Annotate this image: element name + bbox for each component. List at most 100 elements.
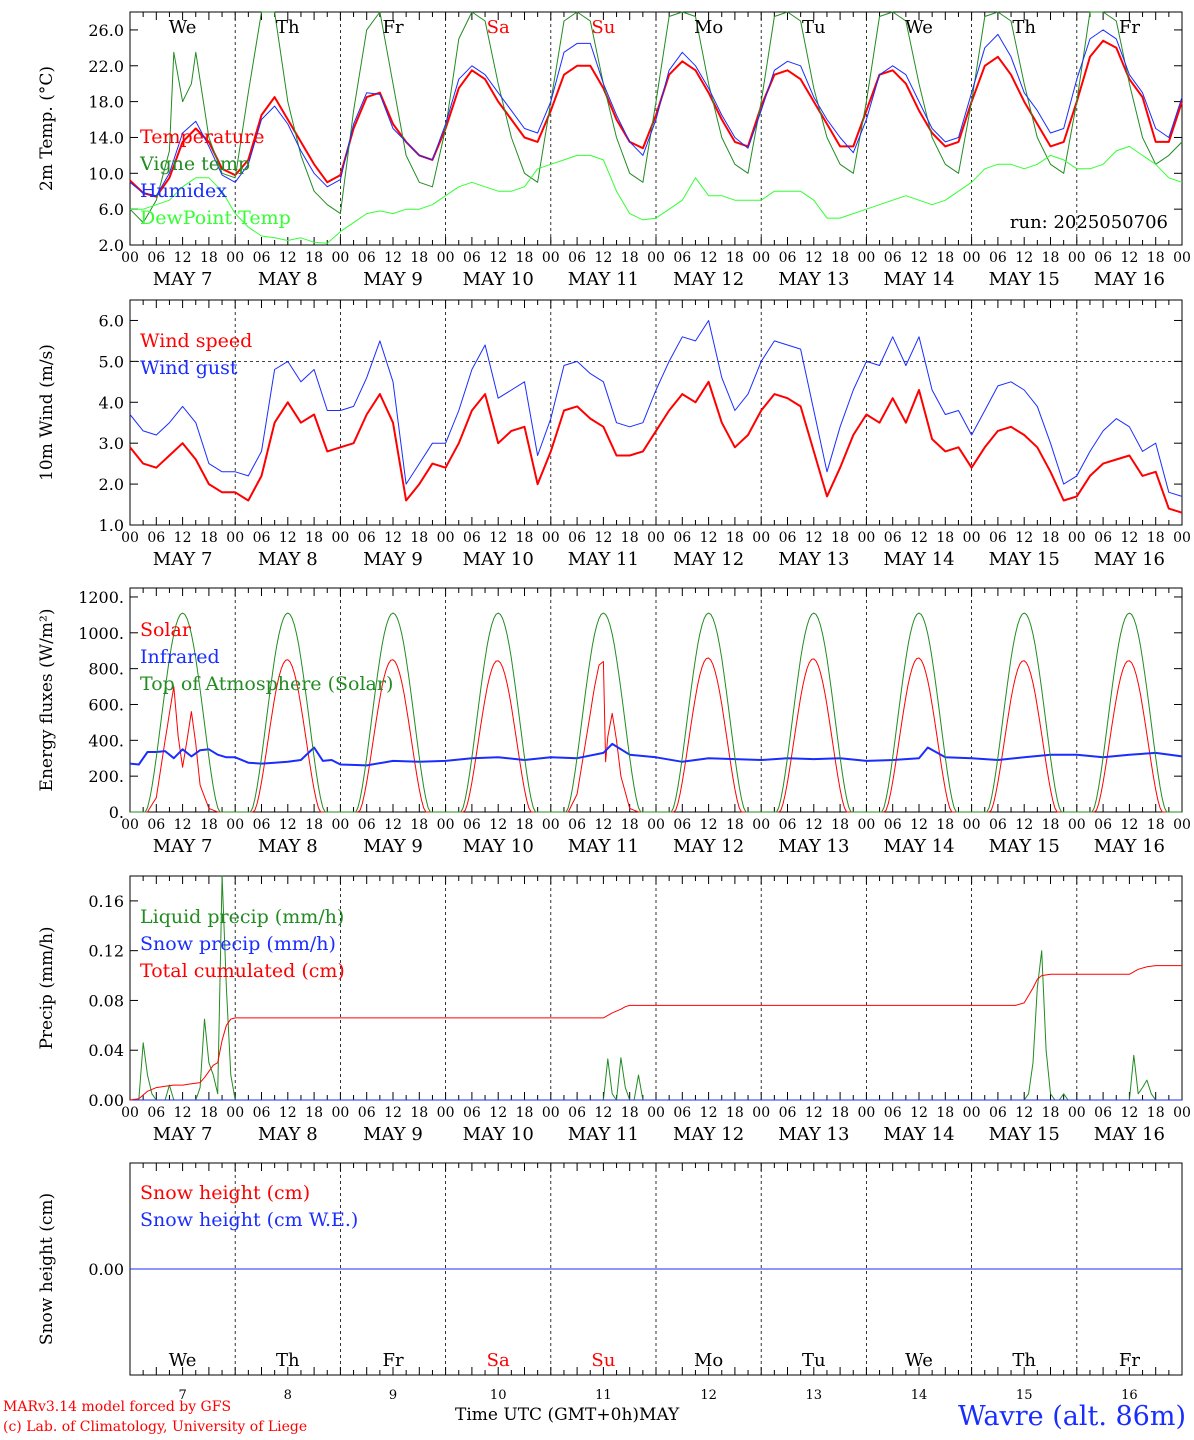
- hour-tick-label: 00: [331, 817, 349, 833]
- day-number-label: 11: [595, 1388, 612, 1403]
- panel-precip: 0.00 0.04 0.08 0.12 0.16 Precip (mm/h) Liquid …: [37, 875, 1191, 1145]
- weekday-label: Fr: [1119, 1350, 1140, 1371]
- day-label: MAY 7: [153, 269, 213, 290]
- y-tick-label: 0.: [109, 803, 124, 822]
- hour-tick-label: 12: [174, 1105, 192, 1121]
- day-number-label: 13: [806, 1388, 823, 1403]
- legend-entry: Infrared: [140, 646, 220, 668]
- day-label: MAY 8: [258, 549, 318, 570]
- hour-tick-label: 12: [1015, 1105, 1033, 1121]
- hour-tick-label: 06: [568, 1105, 586, 1121]
- hour-tick-label: 06: [147, 250, 165, 266]
- legend-entry: Wind speed: [140, 330, 252, 352]
- day-label: MAY 14: [883, 269, 954, 290]
- hour-tick-label: 18: [200, 1105, 218, 1121]
- hour-tick-label: 18: [305, 817, 323, 833]
- day-label: MAY 11: [568, 269, 639, 290]
- hour-tick-label: 06: [358, 250, 376, 266]
- day-label: MAY 9: [363, 549, 423, 570]
- hour-tick-label: 12: [174, 817, 192, 833]
- hour-tick-label: 12: [1015, 250, 1033, 266]
- hour-tick-label: 06: [463, 530, 481, 546]
- hour-tick-label: 18: [621, 1105, 639, 1121]
- hour-tick-label: 06: [989, 250, 1007, 266]
- hour-tick-label: 00: [226, 530, 244, 546]
- legend-entry: DewPoint Temp: [140, 207, 291, 229]
- y-axis-label: 2m Temp. (°C): [37, 66, 57, 191]
- weekday-label: Fr: [382, 1350, 403, 1371]
- panel-frame: [129, 587, 1183, 813]
- hour-tick-label: 18: [1042, 250, 1060, 266]
- hour-tick-label: 00: [647, 1105, 665, 1121]
- y-tick-label: 2.0: [99, 475, 124, 494]
- hour-tick-label: 06: [1094, 250, 1112, 266]
- hour-tick-label: 06: [884, 250, 902, 266]
- hour-tick-label: 18: [936, 817, 954, 833]
- panel-energy: 0. 200. 400. 600. 800. 1000. 1200. Energy fluxe…: [37, 587, 1191, 857]
- hour-tick-label: 00: [226, 250, 244, 266]
- day-label: MAY 12: [673, 549, 744, 570]
- y-axis-label: 10m Wind (m/s): [37, 344, 57, 481]
- y-tick-label: 0.04: [88, 1041, 124, 1060]
- hour-tick-label: 12: [805, 817, 823, 833]
- hour-tick-label: 12: [1120, 530, 1138, 546]
- y-tick-label: 18.0: [88, 93, 124, 112]
- day-label: MAY 9: [363, 1124, 423, 1145]
- legend-entry: Liquid precip (mm/h): [140, 906, 344, 928]
- hour-tick-label: 06: [1094, 1105, 1112, 1121]
- day-label: MAY 16: [1094, 269, 1165, 290]
- hour-tick-label: 12: [805, 530, 823, 546]
- weekday-label: We: [169, 17, 197, 38]
- hour-tick-label: 12: [384, 817, 402, 833]
- hour-tick-label: 18: [305, 1105, 323, 1121]
- legend-entry: Snow precip (mm/h): [140, 933, 336, 955]
- hour-tick-label: 12: [489, 1105, 507, 1121]
- hour-tick-label: 06: [884, 817, 902, 833]
- hour-tick-label: 06: [568, 250, 586, 266]
- day-label: MAY 16: [1094, 1124, 1165, 1145]
- day-label: MAY 13: [778, 269, 849, 290]
- hour-tick-label: 00: [121, 250, 139, 266]
- hour-tick-label: 12: [700, 530, 718, 546]
- day-label: MAY 11: [568, 1124, 639, 1145]
- hour-tick-label: 18: [1147, 530, 1165, 546]
- day-label: MAY 7: [153, 549, 213, 570]
- hour-tick-label: 18: [305, 530, 323, 546]
- run-label: run: 2025050706: [1010, 212, 1168, 233]
- y-tick-label: 0.08: [88, 991, 124, 1010]
- hour-tick-label: 12: [489, 817, 507, 833]
- series-line-top-of-atmosphere-solar-: [130, 612, 1182, 813]
- hour-tick-label: 06: [463, 250, 481, 266]
- y-tick-label: 200.: [88, 767, 124, 786]
- hour-tick-label: 00: [752, 817, 770, 833]
- y-tick-label: 22.0: [88, 57, 124, 76]
- day-label: MAY 10: [463, 549, 534, 570]
- hour-tick-label: 12: [805, 250, 823, 266]
- weekday-label: Th: [1012, 1350, 1036, 1371]
- hour-tick-label: 00: [857, 250, 875, 266]
- y-tick-label: 800.: [88, 660, 124, 679]
- hour-tick-label: 12: [910, 250, 928, 266]
- hour-tick-label: 06: [673, 1105, 691, 1121]
- hour-tick-label: 12: [279, 817, 297, 833]
- hour-tick-label: 18: [726, 1105, 744, 1121]
- hour-tick-label: 06: [989, 817, 1007, 833]
- hour-tick-label: 18: [831, 1105, 849, 1121]
- hour-tick-label: 12: [384, 250, 402, 266]
- hour-tick-label: 00: [437, 530, 455, 546]
- hour-tick-label: 18: [831, 530, 849, 546]
- day-label: MAY 10: [463, 269, 534, 290]
- hour-tick-label: 18: [1042, 817, 1060, 833]
- hour-tick-label: 00: [437, 250, 455, 266]
- y-tick-label: 4.0: [99, 393, 124, 412]
- hour-tick-label: 18: [200, 817, 218, 833]
- hour-tick-label: 00: [1173, 817, 1191, 833]
- hour-tick-label: 00: [963, 530, 981, 546]
- hour-tick-label: 18: [936, 1105, 954, 1121]
- y-tick-label: 1000.: [78, 624, 124, 643]
- series-line-wind-speed: [129, 380, 1183, 514]
- hour-tick-label: 18: [621, 250, 639, 266]
- hour-tick-label: 18: [516, 530, 534, 546]
- y-tick-label: 400.: [88, 731, 124, 750]
